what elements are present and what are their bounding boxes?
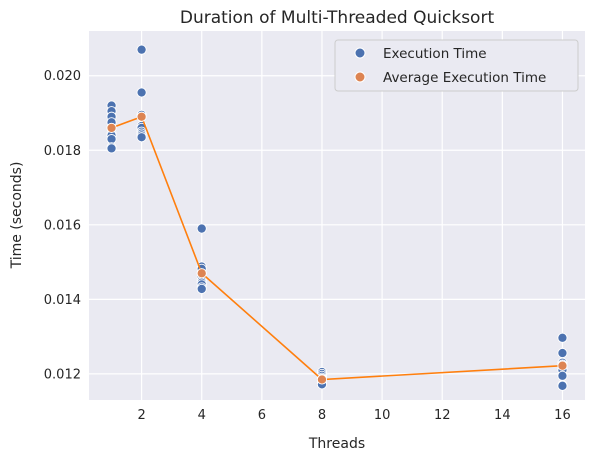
average-execution-time-point <box>106 122 117 133</box>
average-execution-time-point <box>557 360 568 371</box>
x-tick-label: 10 <box>374 408 391 423</box>
average-execution-time-point <box>316 374 328 385</box>
x-tick-label: 8 <box>318 408 326 423</box>
execution-time-point <box>196 223 207 234</box>
execution-time-point <box>557 370 568 381</box>
execution-time-point <box>106 143 117 154</box>
x-tick-label: 2 <box>137 408 145 423</box>
average-execution-time-point <box>136 111 147 122</box>
execution-time-point <box>136 87 147 98</box>
legend: Execution Time Average Execution Time <box>334 39 579 92</box>
y-axis-label: Time (seconds) <box>9 162 25 270</box>
y-tick-label: 0.016 <box>44 218 81 233</box>
y-tick-labels: 0.012 0.014 0.016 0.018 0.020 <box>44 69 81 382</box>
legend-label-average-execution-time: Average Execution Time <box>383 70 546 86</box>
chart-title: Duration of Multi-Threaded Quicksort <box>180 8 495 28</box>
legend-marker-average-execution-time <box>354 71 366 83</box>
y-tick-label: 0.014 <box>44 293 81 308</box>
x-axis-label: Threads <box>308 436 365 452</box>
execution-time-point <box>136 132 147 143</box>
gridlines <box>89 31 585 400</box>
series-layer <box>106 44 568 391</box>
legend-box <box>334 39 579 92</box>
execution-time-point <box>557 380 568 391</box>
legend-label-execution-time: Execution Time <box>383 46 487 62</box>
x-tick-label: 16 <box>554 408 571 423</box>
y-tick-label: 0.012 <box>44 367 81 382</box>
execution-time-point <box>557 332 568 343</box>
execution-time-point <box>136 44 147 55</box>
x-tick-label: 6 <box>258 408 266 423</box>
x-tick-labels: 2 4 6 8 10 12 14 16 <box>137 408 570 423</box>
average-execution-time-point <box>196 268 207 279</box>
execution-time-point <box>196 283 207 294</box>
x-tick-label: 4 <box>198 408 206 423</box>
x-tick-label: 12 <box>434 408 451 423</box>
x-tick-label: 14 <box>494 408 511 423</box>
y-tick-label: 0.018 <box>44 144 81 159</box>
y-tick-label: 0.020 <box>44 69 81 84</box>
legend-marker-execution-time <box>354 47 366 59</box>
execution-time-point <box>557 347 568 359</box>
